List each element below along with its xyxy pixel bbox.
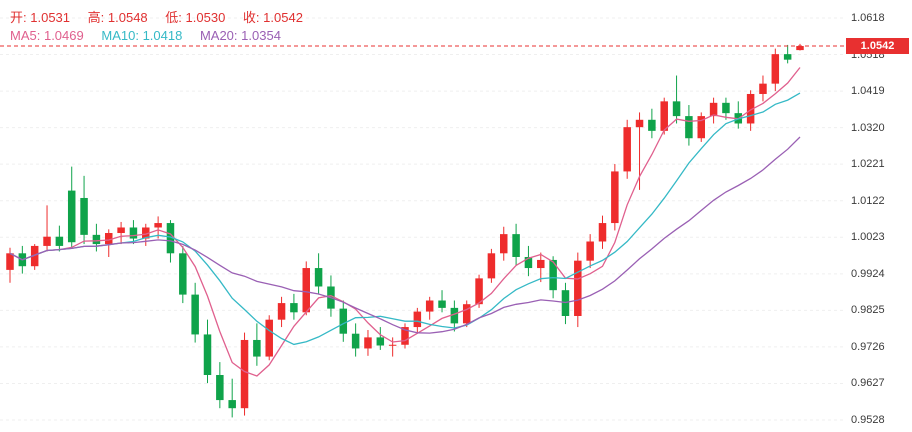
axis-label: 1.0122 [851,194,885,207]
close-label: 收: [242,10,260,25]
ma10-readout: MA10: 1.0418 [101,28,182,43]
low-label: 低: [165,10,182,25]
ma10-value: 1.0418 [142,28,183,43]
ma5-label: MA5: [10,28,41,43]
gridlines [0,17,845,421]
ma10-label: MA10: [101,28,139,43]
axis-label: 0.9726 [851,340,885,353]
axis-label: 0.9528 [851,414,885,426]
open-value: 1.0531 [30,10,71,25]
axis-label: 1.0419 [851,85,885,98]
ma5-value: 1.0469 [43,28,84,43]
ma20-readout: MA20: 1.0354 [200,28,281,43]
high-readout: 高: 1.0548 [88,10,148,25]
ma-lines [9,67,801,377]
ma-readout: MA5: 1.0469 MA10: 1.0418 MA20: 1.0354 [10,28,295,43]
high-value: 1.0548 [107,10,148,25]
axis-label: 0.9825 [851,304,885,317]
axis-label: 1.0618 [851,12,885,24]
high-label: 高: [87,10,105,25]
axis-label: 0.9627 [851,377,885,390]
close-value: 1.0542 [263,10,303,25]
ma20-label: MA20: [199,28,238,43]
open-label: 开: [10,10,27,25]
ohlc-readout: 开: 1.0531 高: 1.0548 低: 1.0530 收: 1.0542 [10,7,317,26]
close-readout: 收: 1.0542 [243,10,303,25]
axis-label: 1.0023 [851,231,885,244]
axis-label: 1.0320 [851,121,885,134]
open-readout: 开: 1.0531 [10,10,70,25]
current-price-tag: 1.0542 [846,38,909,55]
low-readout: 低: 1.0530 [165,10,225,25]
candles [6,43,804,418]
axis-label: 1.0221 [851,158,885,171]
ma5-readout: MA5: 1.0469 [10,28,84,43]
ma20-value: 1.0354 [241,28,281,43]
axis-label: 0.9924 [851,267,885,280]
low-value: 1.0530 [185,10,226,25]
